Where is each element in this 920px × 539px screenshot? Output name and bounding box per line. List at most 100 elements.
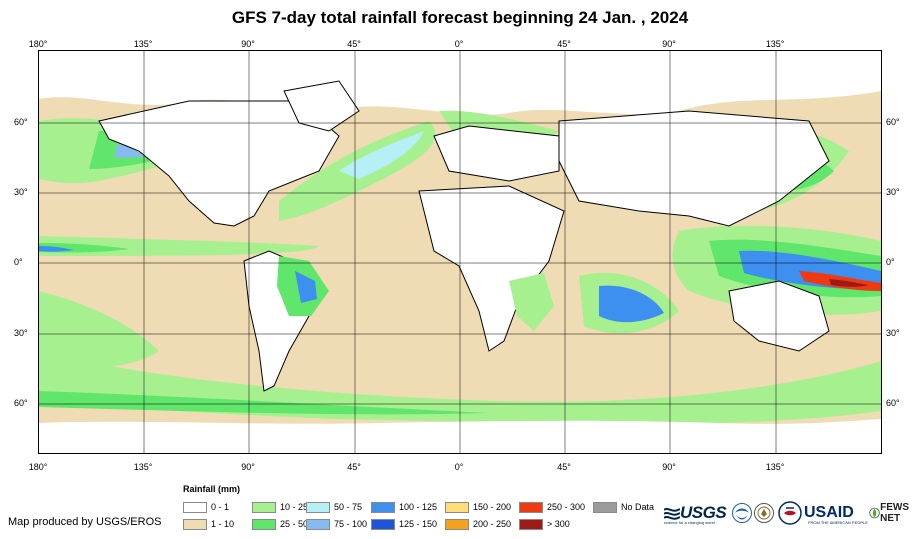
lon-tick-top: 0° bbox=[454, 39, 464, 49]
usaid-tagline: FROM THE AMERICAN PEOPLE bbox=[808, 520, 868, 525]
legend-swatch bbox=[306, 518, 330, 530]
lon-tick-bottom: 135° bbox=[133, 462, 153, 472]
legend-label: 1 - 10 bbox=[211, 519, 235, 529]
legend-swatch bbox=[183, 501, 207, 513]
legend-swatch bbox=[519, 501, 543, 513]
rainfall-map-canvas bbox=[39, 51, 881, 453]
legend-item: 200 - 250 bbox=[445, 518, 511, 530]
lon-tick-top: 90° bbox=[662, 39, 676, 49]
lat-tick-right: 30° bbox=[886, 187, 900, 197]
lat-tick-right: 60° bbox=[886, 117, 900, 127]
lon-tick-bottom: 0° bbox=[454, 462, 464, 472]
rain-10-25-southern-africa bbox=[509, 273, 554, 331]
lon-tick-bottom: 45° bbox=[347, 462, 361, 472]
lat-tick-left: 60° bbox=[14, 117, 28, 127]
noaa-logo bbox=[732, 498, 754, 528]
legend-label: 75 - 100 bbox=[334, 519, 368, 529]
legend-label: > 300 bbox=[547, 519, 570, 529]
legend-item: No Data bbox=[593, 501, 654, 513]
landmass-australia bbox=[728, 280, 830, 352]
legend-swatch bbox=[371, 518, 395, 530]
legend-label: 250 - 300 bbox=[547, 502, 586, 512]
landmass-africa bbox=[418, 185, 565, 352]
legend-label: 0 - 1 bbox=[211, 502, 230, 512]
rain-100-125-itcz-pacific bbox=[39, 246, 74, 252]
legend-item: > 300 bbox=[519, 518, 570, 530]
state-seal-icon bbox=[754, 503, 774, 523]
legend-label: 125 - 150 bbox=[399, 519, 438, 529]
legend-label: No Data bbox=[621, 502, 655, 512]
fews-net-wordmark: FEWS NET bbox=[880, 502, 909, 524]
partner-logos: USGS science for a changing world USAID … bbox=[664, 498, 916, 528]
landmass-europe bbox=[433, 125, 560, 182]
legend-item: 25 - 50 bbox=[252, 518, 308, 530]
legend-swatch bbox=[183, 518, 207, 530]
lon-tick-bottom: 45° bbox=[557, 462, 571, 472]
lon-tick-top: 45° bbox=[557, 39, 571, 49]
legend-item: 50 - 75 bbox=[306, 501, 362, 513]
lat-tick-left: 60° bbox=[14, 398, 28, 408]
graticule bbox=[39, 51, 881, 453]
rain-25-50-southern-ocean bbox=[39, 391, 489, 415]
fews-net-icon bbox=[869, 507, 880, 519]
legend-swatch bbox=[371, 501, 395, 513]
rainfall-map bbox=[38, 50, 882, 454]
legend-item: 150 - 200 bbox=[445, 501, 511, 513]
rain-over-300-maritime bbox=[829, 279, 869, 287]
lon-tick-bottom: 180° bbox=[28, 462, 48, 472]
state-seal-logo bbox=[754, 498, 778, 528]
legend-swatch bbox=[306, 501, 330, 513]
legend-label: 25 - 50 bbox=[280, 519, 309, 529]
lat-tick-right: 60° bbox=[886, 398, 900, 408]
usgs-tagline: science for a changing world bbox=[664, 520, 715, 525]
legend-label: 200 - 250 bbox=[473, 519, 512, 529]
legend-title: Rainfall (mm) bbox=[183, 484, 241, 494]
usgs-wordmark: USGS bbox=[680, 503, 727, 522]
fews-net-logo: FEWS NET bbox=[869, 498, 916, 528]
legend-label: 50 - 75 bbox=[334, 502, 363, 512]
usaid-seal-icon bbox=[778, 501, 802, 525]
legend-item: 100 - 125 bbox=[371, 501, 437, 513]
legend-swatch bbox=[445, 501, 469, 513]
rain-10-25-spacific bbox=[39, 291, 159, 368]
landmass-greenland bbox=[283, 80, 360, 132]
lon-tick-top: 135° bbox=[765, 39, 785, 49]
legend-item: 125 - 150 bbox=[371, 518, 437, 530]
usgs-logo: USGS science for a changing world bbox=[664, 498, 732, 528]
legend-item: 10 - 25 bbox=[252, 501, 308, 513]
legend-label: 100 - 125 bbox=[399, 502, 438, 512]
legend-swatch bbox=[593, 501, 617, 513]
legend-label: 150 - 200 bbox=[473, 502, 512, 512]
legend-item: 0 - 1 bbox=[183, 501, 229, 513]
rain-100-125-amazon bbox=[295, 271, 317, 303]
legend-item: 1 - 10 bbox=[183, 518, 234, 530]
lat-tick-left: 0° bbox=[14, 257, 23, 267]
lon-tick-bottom: 90° bbox=[662, 462, 676, 472]
legend-swatch bbox=[252, 501, 276, 513]
legend-label: 10 - 25 bbox=[280, 502, 309, 512]
landmass-asia bbox=[558, 110, 830, 227]
lon-tick-bottom: 135° bbox=[765, 462, 785, 472]
usaid-logo: USAID FROM THE AMERICAN PEOPLE bbox=[778, 498, 868, 528]
lat-tick-left: 30° bbox=[14, 187, 28, 197]
legend-item: 75 - 100 bbox=[306, 518, 367, 530]
lat-tick-right: 0° bbox=[886, 257, 895, 267]
lat-tick-right: 30° bbox=[886, 328, 900, 338]
usaid-wordmark: USAID bbox=[804, 504, 854, 521]
lon-tick-top: 45° bbox=[347, 39, 361, 49]
usgs-wave-icon bbox=[664, 507, 680, 520]
lon-tick-top: 180° bbox=[28, 39, 48, 49]
legend-swatch bbox=[445, 518, 469, 530]
legend-item: 250 - 300 bbox=[519, 501, 585, 513]
noaa-seal-icon bbox=[732, 503, 752, 523]
legend-swatch bbox=[252, 518, 276, 530]
lon-tick-top: 90° bbox=[241, 39, 255, 49]
legend: 0 - 1 1 - 10 10 - 25 25 - 50 50 - 75 75 … bbox=[183, 501, 654, 533]
lat-tick-left: 30° bbox=[14, 328, 28, 338]
rain-50-75-natlantic bbox=[339, 131, 424, 179]
credit-text: Map produced by USGS/EROS bbox=[8, 516, 162, 528]
rain-100-125-sindian bbox=[599, 285, 664, 323]
map-title: GFS 7-day total rainfall forecast beginn… bbox=[231, 8, 689, 27]
legend-swatch bbox=[519, 518, 543, 530]
lon-tick-top: 135° bbox=[133, 39, 153, 49]
